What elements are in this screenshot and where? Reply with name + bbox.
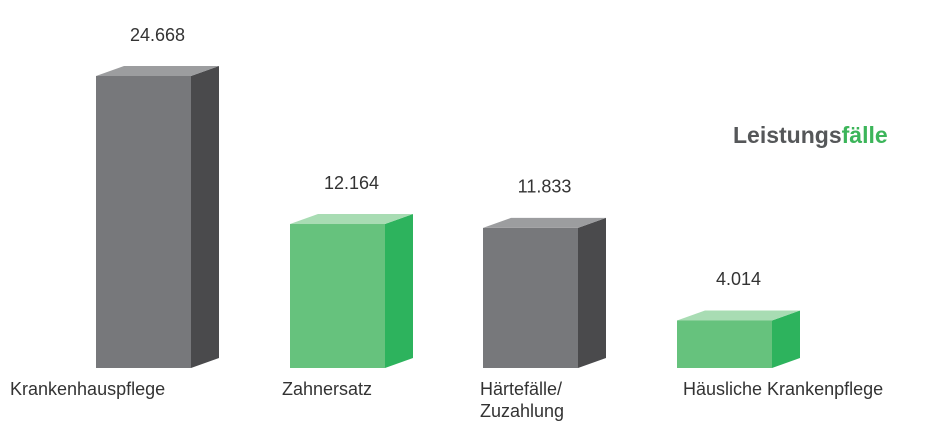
bar [483,227,578,368]
bar-top [290,214,413,225]
bar-side [191,66,219,368]
bar-side [772,310,800,368]
bar-side [578,217,606,368]
bar-side [385,214,413,368]
bar-top [483,217,606,228]
value-label: 11.833 [518,177,572,197]
category-label: Zahnersatz [282,379,373,399]
category-label: Krankenhauspflege [10,379,166,399]
title-part: Leistungs [733,122,842,148]
chart-title: Leistungsfälle [733,122,888,149]
category-label: Häusliche Krankenpflege [683,379,884,399]
bar [677,320,772,368]
bar [290,224,385,368]
bar-top [677,310,800,321]
value-label: 24.668 [130,25,185,45]
bar-top [96,66,219,76]
value-label: 4.014 [716,269,761,289]
category-label: Härtefälle/ Zuzahlung [480,379,565,421]
bar [96,76,191,368]
value-label: 12.164 [324,173,379,193]
title-part: fälle [841,122,888,148]
